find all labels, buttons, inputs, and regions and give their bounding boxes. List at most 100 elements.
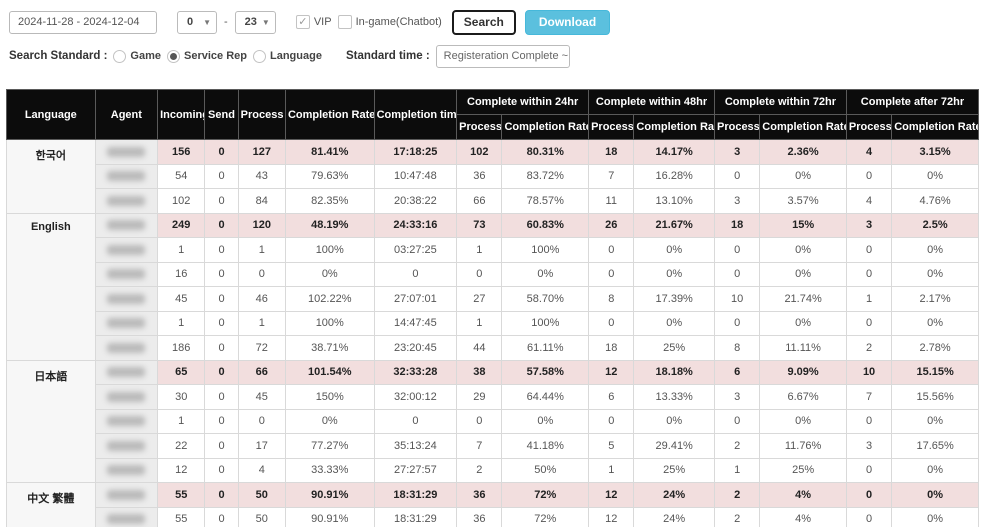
value-cell: 90.91% <box>285 483 374 508</box>
value-cell: 18 <box>714 213 759 238</box>
agent-cell <box>95 262 157 287</box>
col-process: Process <box>238 90 285 140</box>
value-cell: 4 <box>846 189 891 214</box>
value-cell: 7 <box>457 434 502 459</box>
standard-time-label: Standard time : <box>346 50 430 62</box>
download-button[interactable]: Download <box>525 10 610 35</box>
hour-to-select[interactable]: 23 ▼ <box>235 11 276 34</box>
col-sub-process: Process <box>714 115 759 140</box>
vip-checkbox[interactable]: ✓ VIP <box>296 15 332 29</box>
radio-service-rep[interactable]: Service Rep <box>167 50 247 63</box>
value-cell: 14:47:45 <box>374 311 457 336</box>
value-cell: 0 <box>374 262 457 287</box>
value-cell: 18.18% <box>634 360 715 385</box>
agent-cell <box>95 164 157 189</box>
search-standard-label: Search Standard : <box>9 50 107 62</box>
value-cell: 1 <box>589 458 634 483</box>
radio-language[interactable]: Language <box>253 50 322 63</box>
agent-cell <box>95 434 157 459</box>
radio-language-label: Language <box>270 50 322 62</box>
agent-name-redacted <box>107 245 145 255</box>
ingame-chatbot-checkbox[interactable]: ✓ In-game(Chatbot) <box>338 15 442 29</box>
value-cell: 0 <box>205 434 238 459</box>
value-cell: 73 <box>457 213 502 238</box>
col-group-72hr: Complete within 72hr <box>714 90 846 115</box>
checkmark-icon: ✓ <box>298 17 307 28</box>
value-cell: 0 <box>714 238 759 263</box>
value-cell: 3 <box>714 385 759 410</box>
report-page: 0 ▼ - 23 ▼ ✓ VIP ✓ In-game(Chatbot) Sear… <box>0 0 985 527</box>
value-cell: 12 <box>158 458 205 483</box>
value-cell: 50 <box>238 507 285 527</box>
value-cell: 18 <box>589 336 634 361</box>
value-cell: 10:47:48 <box>374 164 457 189</box>
value-cell: 27:07:01 <box>374 287 457 312</box>
language-cell: 한국어 <box>7 140 96 214</box>
value-cell: 0 <box>205 213 238 238</box>
value-cell: 101.54% <box>285 360 374 385</box>
table-row: 한국어156012781.41%17:18:2510280.31%1814.17… <box>7 140 979 165</box>
value-cell: 36 <box>457 483 502 508</box>
value-cell: 23:20:45 <box>374 336 457 361</box>
value-cell: 1 <box>846 287 891 312</box>
value-cell: 0 <box>205 287 238 312</box>
table-row: 30045150%32:00:122964.44%613.33%36.67%71… <box>7 385 979 410</box>
value-cell: 50% <box>502 458 589 483</box>
value-cell: 8 <box>589 287 634 312</box>
value-cell: 35:13:24 <box>374 434 457 459</box>
value-cell: 3.15% <box>892 140 979 165</box>
value-cell: 17:18:25 <box>374 140 457 165</box>
standard-time-select[interactable]: Registeration Complete ~ Cor <box>436 45 570 68</box>
value-cell: 25% <box>634 336 715 361</box>
value-cell: 0 <box>205 336 238 361</box>
agent-cell <box>95 409 157 434</box>
value-cell: 0 <box>457 409 502 434</box>
value-cell: 0% <box>760 262 847 287</box>
col-sub-process: Process <box>457 115 502 140</box>
radio-icon <box>253 50 266 63</box>
value-cell: 0 <box>205 311 238 336</box>
agent-name-redacted <box>107 196 145 206</box>
value-cell: 2.17% <box>892 287 979 312</box>
value-cell: 18 <box>589 140 634 165</box>
value-cell: 9.09% <box>760 360 847 385</box>
value-cell: 22 <box>158 434 205 459</box>
value-cell: 0 <box>205 385 238 410</box>
agent-cell <box>95 140 157 165</box>
value-cell: 11.76% <box>760 434 847 459</box>
agent-name-redacted <box>107 367 145 377</box>
col-sub-completion-rate: Completion Rate <box>634 115 715 140</box>
value-cell: 0% <box>892 262 979 287</box>
value-cell: 1 <box>158 409 205 434</box>
value-cell: 2 <box>457 458 502 483</box>
value-cell: 0 <box>846 458 891 483</box>
value-cell: 0% <box>892 483 979 508</box>
value-cell: 2 <box>714 507 759 527</box>
value-cell: 100% <box>285 238 374 263</box>
hour-from-select[interactable]: 0 ▼ <box>177 11 217 34</box>
value-cell: 0% <box>634 238 715 263</box>
value-cell: 0 <box>714 311 759 336</box>
col-group-24hr: Complete within 24hr <box>457 90 589 115</box>
value-cell: 0 <box>846 507 891 527</box>
value-cell: 44 <box>457 336 502 361</box>
value-cell: 249 <box>158 213 205 238</box>
table-row: 1000%000%00%00%00% <box>7 409 979 434</box>
language-cell: 中文 繁體 <box>7 483 96 527</box>
value-cell: 3.57% <box>760 189 847 214</box>
value-cell: 0% <box>502 409 589 434</box>
radio-game[interactable]: Game <box>113 50 161 63</box>
value-cell: 0% <box>892 311 979 336</box>
agent-name-redacted <box>107 441 145 451</box>
value-cell: 45 <box>158 287 205 312</box>
value-cell: 14.17% <box>634 140 715 165</box>
search-button[interactable]: Search <box>452 10 516 35</box>
value-cell: 65 <box>158 360 205 385</box>
value-cell: 7 <box>846 385 891 410</box>
date-range-input[interactable] <box>9 11 157 34</box>
value-cell: 0 <box>714 262 759 287</box>
value-cell: 102.22% <box>285 287 374 312</box>
value-cell: 0% <box>892 507 979 527</box>
table-row: 5505090.91%18:31:293672%1224%24%00% <box>7 507 979 527</box>
value-cell: 3 <box>714 140 759 165</box>
